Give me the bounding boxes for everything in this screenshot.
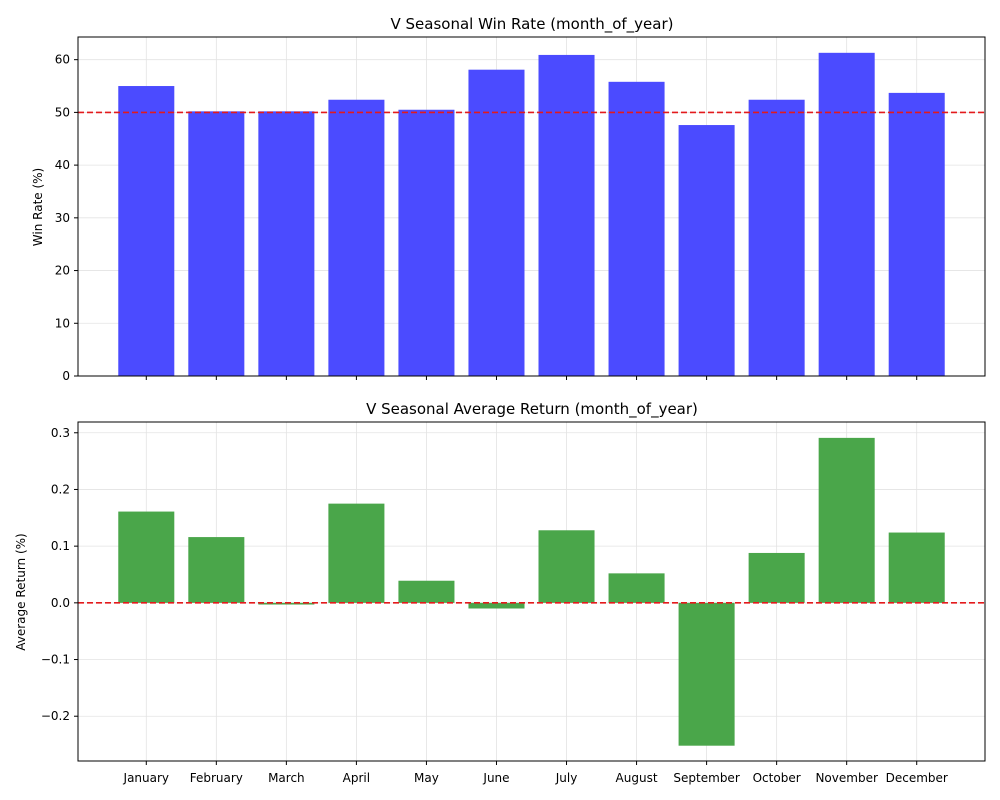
plot-frame bbox=[77, 421, 986, 762]
bar bbox=[538, 530, 595, 603]
y-tick-label: −0.1 bbox=[41, 653, 70, 667]
x-tick-label: April bbox=[343, 771, 370, 785]
y-tick-label: 30 bbox=[55, 211, 70, 225]
bar bbox=[468, 69, 525, 376]
x-tick-label: October bbox=[753, 771, 801, 785]
bar bbox=[748, 552, 805, 603]
bar bbox=[888, 532, 945, 603]
x-tick-label: December bbox=[886, 771, 948, 785]
y-tick-label: 10 bbox=[55, 316, 70, 330]
bar bbox=[188, 111, 245, 377]
x-tick-label: November bbox=[815, 771, 877, 785]
bar bbox=[538, 54, 595, 376]
bar bbox=[398, 109, 455, 376]
y-tick-label: 0.1 bbox=[51, 539, 70, 553]
bar bbox=[818, 437, 875, 603]
bar bbox=[678, 602, 735, 746]
y-axis-label: Win Rate (%) bbox=[31, 168, 45, 246]
bar bbox=[118, 511, 175, 603]
y-tick-label: 0.0 bbox=[51, 596, 70, 610]
bar bbox=[118, 86, 175, 377]
x-tick-label: February bbox=[190, 771, 243, 785]
x-tick-label: July bbox=[555, 771, 578, 785]
plot-frame bbox=[77, 36, 986, 377]
y-tick-label: −0.2 bbox=[41, 709, 70, 723]
bar bbox=[468, 602, 525, 609]
bar bbox=[328, 99, 385, 377]
y-tick-label: 50 bbox=[55, 105, 70, 119]
x-tick-label: March bbox=[268, 771, 305, 785]
bar bbox=[188, 537, 245, 603]
y-tick-label: 40 bbox=[55, 158, 70, 172]
y-tick-label: 60 bbox=[55, 53, 70, 67]
chart-title: V Seasonal Average Return (month_of_year… bbox=[366, 400, 698, 419]
x-tick-label: August bbox=[616, 771, 658, 785]
bar bbox=[398, 580, 455, 603]
y-tick-label: 20 bbox=[55, 264, 70, 278]
bar bbox=[888, 92, 945, 376]
average-return-chart: V Seasonal Average Return (month_of_year… bbox=[14, 400, 986, 785]
bar bbox=[608, 81, 665, 376]
y-tick-label: 0.2 bbox=[51, 482, 70, 496]
bar bbox=[608, 573, 665, 603]
bar bbox=[678, 125, 735, 376]
y-tick-label: 0 bbox=[62, 369, 70, 383]
x-tick-label: January bbox=[123, 771, 170, 785]
bar bbox=[818, 52, 875, 376]
chart-title: V Seasonal Win Rate (month_of_year) bbox=[390, 15, 673, 34]
bar bbox=[258, 602, 315, 605]
bar bbox=[748, 99, 805, 377]
x-tick-label: May bbox=[414, 771, 439, 785]
bar bbox=[328, 503, 385, 603]
bar bbox=[258, 111, 315, 377]
y-axis-label: Average Return (%) bbox=[14, 533, 28, 651]
x-tick-label: September bbox=[673, 771, 739, 785]
x-tick-label: June bbox=[482, 771, 509, 785]
win-rate-chart: V Seasonal Win Rate (month_of_year) Win … bbox=[31, 15, 986, 383]
y-tick-label: 0.3 bbox=[51, 426, 70, 440]
